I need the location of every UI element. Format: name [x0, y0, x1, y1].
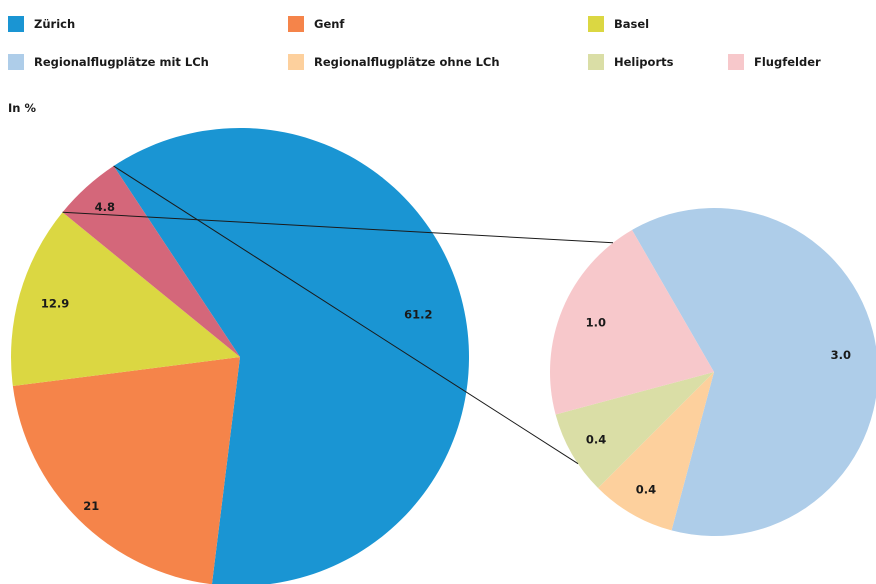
legend-item-zurich: Zürich: [8, 14, 75, 34]
pie-slice-regionalflugpl-tze-ohne-lch: [598, 372, 714, 531]
pie-slice-heliports: [555, 372, 714, 488]
data-label: 4.8: [95, 200, 115, 214]
legend-label: Regionalflugplätze mit LCh: [34, 55, 209, 69]
legend-label: Heliports: [614, 55, 674, 69]
pie-slice-genf: [12, 357, 240, 584]
data-label: 0.4: [636, 482, 656, 496]
data-label: 61.2: [404, 308, 432, 322]
legend-label: Zürich: [34, 17, 76, 31]
pie-slice-flugfelder: [550, 229, 714, 415]
data-label: 12.9: [41, 297, 69, 311]
legend-item-heliports: Heliports: [588, 52, 673, 72]
legend-item-genf: Genf: [288, 14, 344, 34]
legend-item-basel: Basel: [588, 14, 649, 34]
data-label: 21: [83, 499, 99, 513]
legend-item-regional-ohne-lch: Regionalflugplätze ohne LCh: [288, 52, 500, 72]
legend-swatch-regional-mit-lch: [8, 54, 24, 70]
legend-label: Flugfelder: [754, 55, 821, 69]
pie-slice-z-rich: [113, 128, 469, 584]
legend-swatch-heliports: [588, 54, 604, 70]
legend-swatch-basel: [588, 16, 604, 32]
pie-slice-other: [62, 166, 240, 357]
pie-slice-regionalflugpl-tze-mit-lch: [632, 208, 876, 536]
legend-item-regional-mit-lch: Regionalflugplätze mit LCh: [8, 52, 209, 72]
data-label: 0.4: [586, 433, 606, 447]
data-label: 1.0: [586, 316, 606, 330]
unit-label: In %: [8, 101, 36, 115]
legend-item-flugfelder: Flugfelder: [728, 52, 821, 72]
legend-swatch-zurich: [8, 16, 24, 32]
pie-detail: 3.0 0.4 0.4 1.0: [550, 208, 876, 536]
legend-label: Regionalflugplätze ohne LCh: [314, 55, 500, 69]
legend-swatch-genf: [288, 16, 304, 32]
pie-slice-basel: [11, 212, 240, 387]
connector-line-bottom: [113, 165, 579, 465]
pie-main: 61.2 21 12.9 4.8: [11, 128, 469, 584]
legend-swatch-flugfelder: [728, 54, 744, 70]
data-label: 3.0: [831, 348, 851, 362]
legend-label: Genf: [314, 17, 345, 31]
legend: Zürich Genf Basel Regionalflugplätze mit…: [0, 0, 876, 80]
connector-line-top: [62, 211, 614, 244]
legend-swatch-regional-ohne-lch: [288, 54, 304, 70]
legend-label: Basel: [614, 17, 650, 31]
